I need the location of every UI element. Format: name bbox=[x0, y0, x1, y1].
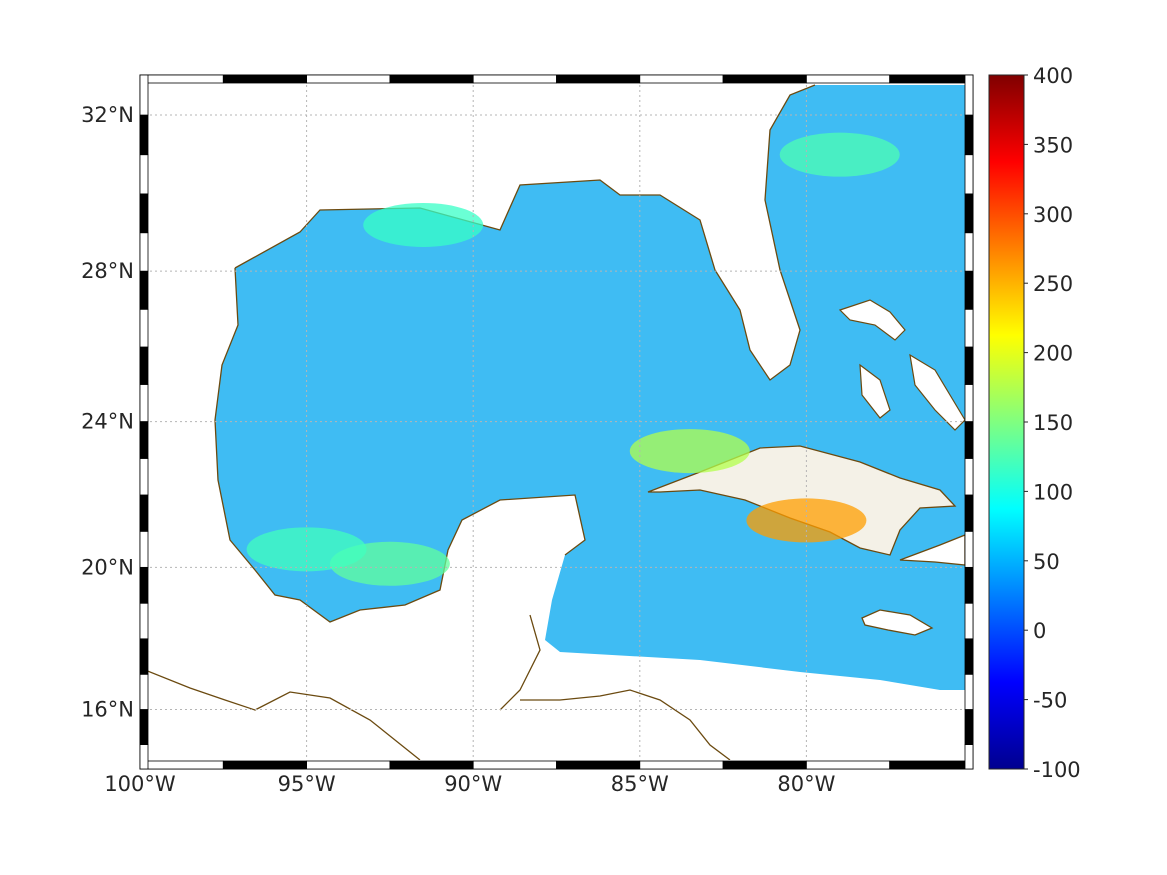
colorbar-tick-label: -50 bbox=[1033, 689, 1067, 713]
x-tick-label: 80°W bbox=[777, 772, 835, 796]
frame-segment bbox=[139, 346, 149, 385]
frame-segment bbox=[964, 154, 974, 195]
y-tick-label: 28°N bbox=[81, 259, 134, 283]
colorbar-tick-label: 350 bbox=[1033, 133, 1073, 157]
frame-segment bbox=[472, 74, 557, 84]
frame-segment bbox=[306, 760, 391, 770]
frame-segment bbox=[964, 74, 974, 116]
frame-segment bbox=[889, 760, 974, 770]
jamaica-landmass bbox=[861, 609, 934, 636]
frame-segment bbox=[964, 530, 974, 568]
frame-segment bbox=[964, 346, 974, 385]
frame-segment bbox=[964, 458, 974, 496]
frame-segment bbox=[806, 760, 891, 770]
frame-segment bbox=[139, 638, 149, 675]
colorbar-tick-label: -100 bbox=[1033, 758, 1081, 782]
frame-segment bbox=[889, 74, 974, 84]
frame-segment bbox=[964, 308, 974, 348]
frame-segment bbox=[306, 74, 391, 84]
frame-segment bbox=[139, 566, 149, 604]
map-frame bbox=[139, 74, 974, 770]
frame-segment bbox=[964, 421, 974, 459]
frame-segment bbox=[964, 494, 974, 532]
y-tick-label: 24°N bbox=[81, 410, 134, 434]
colorbar-tick-label: 400 bbox=[1033, 64, 1073, 88]
frame-segment bbox=[964, 602, 974, 640]
frame-segment bbox=[139, 154, 149, 195]
frame-segment bbox=[639, 74, 724, 84]
hotspot-atlantic-off-georgia bbox=[779, 132, 900, 177]
field-hotspots bbox=[246, 132, 900, 586]
frame-segment bbox=[556, 74, 641, 84]
colorbar bbox=[988, 74, 1025, 770]
frame-segment bbox=[639, 760, 724, 770]
frame-segment bbox=[964, 638, 974, 675]
frame-segment bbox=[139, 232, 149, 272]
colorbar-tick-label: 200 bbox=[1033, 342, 1073, 366]
frame-segment bbox=[722, 760, 807, 770]
frame-segment bbox=[722, 74, 807, 84]
frame-segment bbox=[139, 384, 149, 422]
frame-segment bbox=[139, 270, 149, 310]
frame-segment bbox=[389, 74, 474, 84]
frame-segment bbox=[139, 760, 224, 770]
frame-segment bbox=[964, 709, 974, 745]
x-tick-labels: 100°W 95°W 90°W 85°W 80°W bbox=[104, 772, 835, 796]
x-tick-label: 90°W bbox=[444, 772, 502, 796]
x-tick-label: 95°W bbox=[278, 772, 336, 796]
frame-segment bbox=[389, 760, 474, 770]
frame-segment bbox=[139, 602, 149, 640]
frame-segment bbox=[964, 744, 974, 770]
frame-segment bbox=[139, 494, 149, 532]
map-grid bbox=[148, 84, 966, 760]
colorbar-tick-label: 250 bbox=[1033, 272, 1073, 296]
x-tick-label: 85°W bbox=[611, 772, 669, 796]
colorbar-tick-label: 0 bbox=[1033, 619, 1046, 643]
colorbar-tick-label: 100 bbox=[1033, 480, 1073, 504]
frame-segment bbox=[222, 760, 308, 770]
frame-segment bbox=[964, 384, 974, 422]
colorbar-tick-label: 300 bbox=[1033, 203, 1073, 227]
hotspot-north-of-cuba bbox=[629, 429, 750, 474]
frame-segment bbox=[472, 760, 557, 770]
frame-segment bbox=[139, 458, 149, 496]
hotspot-louisiana-shelf bbox=[363, 202, 484, 247]
frame-segment bbox=[139, 193, 149, 234]
frame-segment bbox=[139, 114, 149, 156]
frame-segment bbox=[964, 566, 974, 604]
frame-segment bbox=[139, 308, 149, 348]
colorbar-tick-label: 50 bbox=[1033, 550, 1060, 574]
y-tick-label: 16°N bbox=[81, 697, 134, 721]
frame-segment bbox=[964, 232, 974, 272]
map-plot-area bbox=[148, 84, 966, 760]
frame-segment bbox=[806, 74, 891, 84]
frame-segment bbox=[139, 421, 149, 459]
colorbar-tick-label: 150 bbox=[1033, 411, 1073, 435]
frame-segment bbox=[222, 74, 308, 84]
x-tick-label: 100°W bbox=[104, 772, 176, 796]
frame-segment bbox=[139, 74, 149, 116]
frame-segment bbox=[556, 760, 641, 770]
frame-segment bbox=[139, 709, 149, 745]
y-tick-label: 32°N bbox=[81, 103, 134, 127]
bahamas-islands bbox=[838, 299, 966, 431]
frame-segment bbox=[964, 270, 974, 310]
frame-segment bbox=[964, 673, 974, 710]
colorbar-tick-labels: 400 350 300 250 200 150 100 50 0 -50 -100 bbox=[1024, 64, 1081, 782]
frame-segment bbox=[139, 673, 149, 710]
frame-segment bbox=[139, 530, 149, 568]
y-tick-label: 20°N bbox=[81, 555, 134, 579]
frame-segment bbox=[139, 744, 149, 770]
hotspot-bay-of-campeche bbox=[246, 527, 367, 572]
frame-segment bbox=[964, 114, 974, 156]
frame-segment bbox=[139, 74, 224, 84]
central-america-coast bbox=[148, 614, 731, 760]
y-tick-labels: 32°N 28°N 24°N 20°N 16°N bbox=[81, 103, 134, 721]
frame-segment bbox=[964, 193, 974, 234]
